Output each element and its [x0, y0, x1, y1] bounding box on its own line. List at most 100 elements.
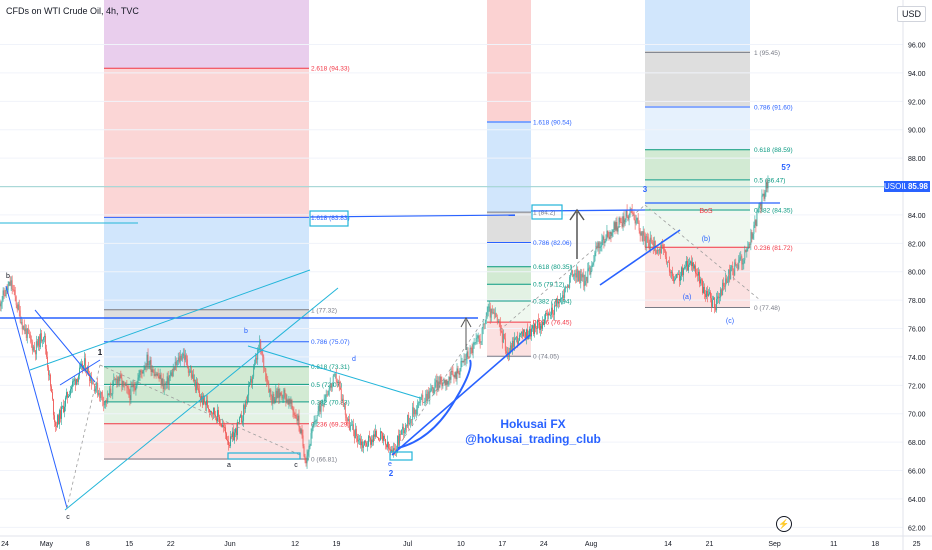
candle-body [187, 366, 189, 373]
candle-body [574, 273, 576, 275]
candle-body [301, 429, 303, 436]
candle-body [688, 264, 689, 271]
candle-body [645, 236, 647, 248]
candle-body [493, 312, 495, 315]
candle-body [280, 392, 282, 395]
candle-body [308, 445, 310, 452]
candle-body [511, 340, 513, 352]
flash-icon[interactable]: ⚡ [776, 516, 792, 532]
candle-body [123, 381, 125, 383]
candle-body [108, 393, 110, 396]
candle-body [127, 387, 129, 389]
curve-line [397, 359, 472, 449]
candle-body [421, 394, 423, 398]
candle-body [356, 436, 358, 442]
candle-body [109, 388, 111, 396]
candle-body [169, 375, 171, 378]
candle-body [45, 348, 47, 357]
candle-body [333, 374, 335, 376]
candle-body [34, 350, 36, 355]
candle-body [509, 345, 511, 354]
candle-body [323, 400, 325, 406]
candle-body [91, 376, 93, 384]
candle-body [691, 261, 692, 267]
candle-body [451, 371, 453, 372]
candle-body [625, 210, 627, 220]
candle-body [201, 396, 203, 405]
candle-body [251, 378, 253, 383]
candle-body [211, 410, 212, 414]
candle-body [481, 328, 483, 342]
fib-zone [487, 266, 531, 284]
candle-body [734, 262, 736, 276]
candle-body [364, 440, 365, 446]
candle-body [713, 297, 715, 300]
candle-body [181, 355, 183, 360]
candle-body [416, 409, 418, 415]
candle-body [154, 374, 156, 376]
candle-body [233, 431, 234, 441]
candle-body [294, 415, 296, 416]
fib-level-label: 0.786 (91.60) [754, 104, 793, 111]
candle-body [712, 299, 714, 307]
candle-body [79, 367, 80, 376]
candle-body [760, 202, 762, 210]
candle-body [162, 378, 164, 390]
candle-body [107, 393, 109, 402]
candle-body [403, 426, 405, 434]
fib-zone [487, 0, 531, 121]
candle-body [229, 444, 230, 447]
candle-body [449, 377, 451, 380]
candle-body [535, 324, 536, 329]
candle-body [591, 264, 593, 271]
candle-body [347, 419, 349, 421]
candle-body [292, 408, 294, 412]
candle-body [12, 289, 14, 290]
candle-body [737, 264, 739, 269]
candle-body [362, 445, 364, 448]
fib-level-label: 0.618 (88.59) [754, 147, 793, 154]
wave-label: d [352, 356, 356, 363]
candle-body [130, 385, 132, 401]
candle-body [432, 387, 434, 394]
candle-body [676, 274, 678, 275]
candle-body [585, 276, 587, 281]
wave-label: 3 [643, 185, 648, 194]
x-tick-label: 24 [1, 541, 9, 548]
candle-body [326, 394, 328, 396]
candle-body [517, 340, 519, 344]
candle-body [724, 286, 726, 287]
candle-body [357, 439, 359, 442]
candle-body [386, 444, 387, 448]
candle-body [594, 252, 596, 261]
y-tick-label: 72.00 [908, 383, 926, 390]
candle-body [304, 456, 306, 461]
currency-button[interactable]: USD [896, 6, 926, 22]
candle-body [24, 328, 26, 332]
candle-body [499, 321, 501, 331]
candle-body [400, 433, 402, 435]
candle-body [268, 383, 270, 393]
fib-level-label: 0.5 (86.47) [754, 177, 785, 184]
candle-body [578, 270, 580, 282]
candle-body [68, 396, 69, 398]
candle-body [446, 379, 448, 385]
candle-body [171, 372, 173, 377]
wave-line [5, 285, 68, 509]
candle-body [447, 381, 449, 385]
candle-body [732, 265, 734, 271]
candle-body [385, 438, 386, 445]
candle-body [114, 379, 116, 380]
candle-body [637, 217, 639, 223]
candle-body [564, 288, 566, 298]
up-arrow-icon [569, 208, 585, 259]
candle-body [746, 248, 748, 252]
candle-body [533, 325, 534, 335]
candle-body [598, 242, 600, 249]
candle-body [286, 399, 288, 403]
candle-body [557, 298, 559, 304]
candle-body [487, 306, 489, 312]
candle-body [739, 257, 741, 260]
